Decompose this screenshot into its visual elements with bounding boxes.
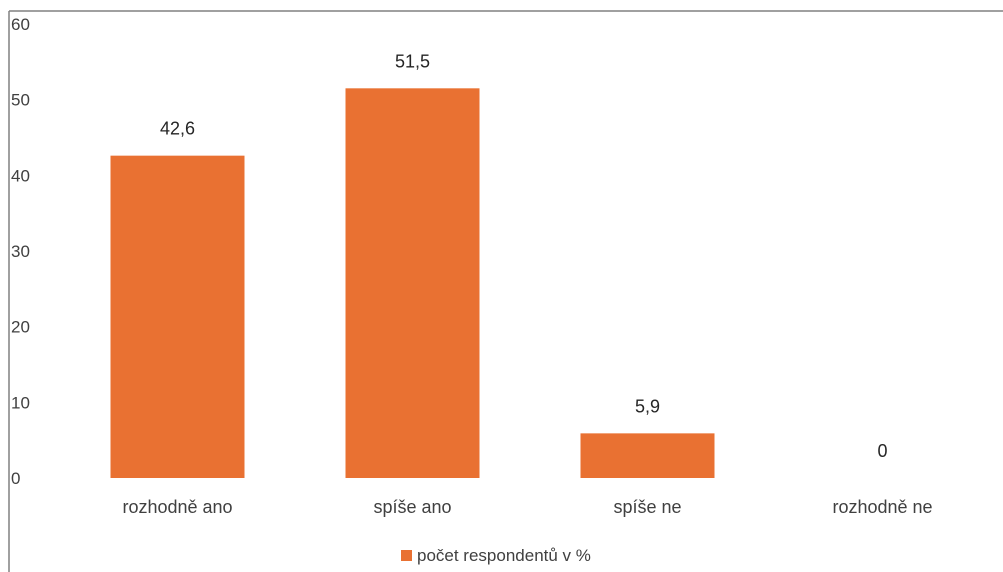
x-category-label: spíše ano <box>373 497 451 517</box>
bars <box>110 88 715 479</box>
y-tick-label: 50 <box>11 91 30 110</box>
x-category-label: spíše ne <box>613 497 681 517</box>
x-axis-labels: rozhodně ano spíše ano spíše ne rozhodně ne <box>122 497 932 517</box>
legend-label: počet respondentů v % <box>417 546 591 565</box>
y-tick-label: 0 <box>11 469 20 488</box>
bar <box>345 88 480 479</box>
y-tick-label: 20 <box>11 318 30 337</box>
y-tick-label: 30 <box>11 242 30 261</box>
data-labels: 42,6 51,5 5,9 0 <box>160 51 888 461</box>
data-label: 0 <box>877 441 887 461</box>
y-tick-label: 60 <box>11 15 30 34</box>
data-label: 51,5 <box>395 51 430 71</box>
legend-swatch <box>401 550 412 561</box>
y-tick-label: 10 <box>11 393 30 412</box>
y-axis-ticks: 0 10 20 30 40 50 60 <box>11 15 30 488</box>
bar <box>110 155 245 478</box>
x-category-label: rozhodně ne <box>832 497 932 517</box>
chart-frame-lines <box>8 10 1003 572</box>
x-category-label: rozhodně ano <box>122 497 232 517</box>
bar <box>580 433 715 478</box>
y-tick-label: 40 <box>11 166 30 185</box>
data-label: 42,6 <box>160 119 195 139</box>
legend: počet respondentů v % <box>401 546 591 565</box>
data-label: 5,9 <box>635 396 660 416</box>
